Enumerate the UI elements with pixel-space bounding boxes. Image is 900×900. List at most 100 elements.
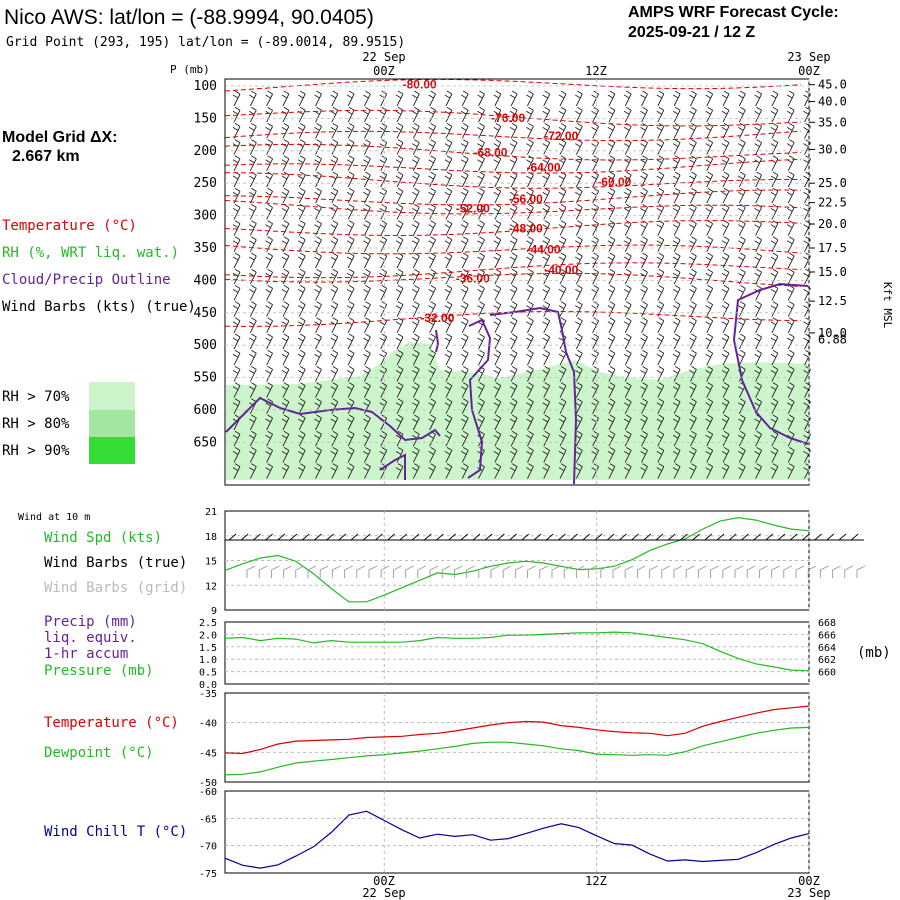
wind-barb xyxy=(460,187,469,204)
wind-barb xyxy=(444,430,453,447)
wind-barb xyxy=(412,366,420,382)
wind-barb xyxy=(265,366,274,382)
wind-barb xyxy=(477,333,485,350)
wind-barb-grid xyxy=(856,565,866,578)
wind-barb xyxy=(444,155,453,172)
wind-barb xyxy=(444,366,453,382)
wind-barb xyxy=(493,285,502,301)
wind-barb xyxy=(412,333,420,350)
wind-barb xyxy=(460,414,469,431)
wind-barb-true xyxy=(362,533,371,541)
wind-barb xyxy=(705,155,714,172)
wind-barb xyxy=(672,414,681,431)
wind-barb xyxy=(444,349,453,366)
wind-barb xyxy=(575,123,583,139)
wind-barb xyxy=(689,301,697,317)
wind-barb xyxy=(542,106,551,123)
wind-barb xyxy=(232,333,241,350)
wind-barb xyxy=(330,155,339,172)
wind-barb xyxy=(428,123,437,139)
wind-barb-grid xyxy=(612,565,622,578)
wind-barb xyxy=(493,366,502,382)
wind-barb xyxy=(672,301,681,317)
wind-barb-true xyxy=(423,533,432,541)
wind-barb-true xyxy=(692,533,700,541)
wind-barb xyxy=(623,317,632,334)
wind-barb xyxy=(477,139,485,155)
wind-barb xyxy=(672,106,681,123)
wind-barb-grid xyxy=(356,565,366,578)
wind-barb xyxy=(412,204,420,220)
wind-barb xyxy=(770,187,779,204)
top-tick-00z-end: 00Z xyxy=(798,64,820,78)
wind-barb xyxy=(314,155,322,172)
wind-barb xyxy=(412,301,420,317)
wind-barb xyxy=(249,285,257,301)
wind-barb xyxy=(623,447,632,463)
wind-barb xyxy=(705,236,714,253)
wind-barb-true xyxy=(765,533,774,541)
wind-barb xyxy=(330,187,339,204)
wind-barb xyxy=(754,430,763,447)
wind-barb-grid xyxy=(368,565,378,578)
wind-barb xyxy=(591,123,600,139)
wind-barb xyxy=(297,187,306,204)
wind-barb xyxy=(297,285,306,301)
wind-barb xyxy=(526,301,534,317)
isotherm-line xyxy=(224,158,802,174)
wind-barb xyxy=(363,236,371,253)
wind-barb xyxy=(689,398,697,415)
wind-barb xyxy=(493,398,502,415)
wind-barb xyxy=(444,382,453,398)
wind-barb xyxy=(314,414,322,431)
wind-barb xyxy=(591,430,600,447)
wind-barb-grid xyxy=(649,565,658,578)
wind-barb xyxy=(314,366,322,382)
wind-barb xyxy=(705,333,714,350)
wind-barb xyxy=(477,252,485,269)
pressure-tick-label: 350 xyxy=(194,241,217,256)
wind-barb xyxy=(705,366,714,382)
wind-barb xyxy=(444,447,453,463)
wind-barb xyxy=(705,447,714,463)
wind-barb xyxy=(460,171,469,188)
wind-barb xyxy=(314,90,322,107)
wind-barb xyxy=(656,447,665,463)
wind-barb xyxy=(770,398,779,415)
wind-barb xyxy=(444,123,453,139)
wind-barb xyxy=(428,187,437,204)
wind-barb xyxy=(265,268,274,285)
wind-barb xyxy=(460,366,469,382)
wind-barb xyxy=(314,333,322,350)
wind-barb xyxy=(640,382,648,398)
wind-barb xyxy=(493,333,502,350)
panel-tick-label: -45 xyxy=(199,748,217,759)
wind-barb xyxy=(346,106,355,123)
wind-barb-grid xyxy=(417,565,427,578)
wind-barb xyxy=(232,430,241,447)
wind-barbs-true-label: Wind Barbs (true) xyxy=(44,555,187,571)
wind-barb xyxy=(509,123,518,139)
wind-barb xyxy=(314,187,322,204)
windchill-panel: -60 -65 -70 -75 xyxy=(199,787,810,880)
wind-barb xyxy=(526,90,534,107)
wind-barb xyxy=(575,382,583,398)
wind-barb-grid xyxy=(429,565,439,578)
wind-barb xyxy=(460,285,469,301)
wind-barb xyxy=(786,285,795,301)
isotherm-line xyxy=(224,109,802,127)
wind-barb-true xyxy=(826,533,835,541)
wind-barb xyxy=(460,301,469,317)
wind-barb xyxy=(705,90,714,107)
wind-barb xyxy=(330,398,339,415)
wind-barb xyxy=(346,123,355,139)
wind-barb xyxy=(542,333,551,350)
wind-barb xyxy=(591,301,600,317)
wind-barb-grid xyxy=(685,565,695,578)
wind-barb xyxy=(249,187,257,204)
wind-barb xyxy=(412,252,420,269)
isotherm-line xyxy=(224,78,802,92)
wind-barb xyxy=(754,317,763,334)
wind-barb xyxy=(591,447,600,463)
